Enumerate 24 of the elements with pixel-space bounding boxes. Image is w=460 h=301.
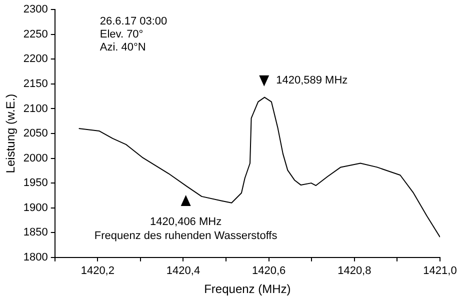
y-tick-label: 2100 <box>23 102 48 115</box>
y-tick-label: 2050 <box>23 128 48 140</box>
y-tick-label: 1850 <box>23 226 48 239</box>
y-tick-label: 2200 <box>23 53 48 66</box>
y-tick-label: 2150 <box>23 78 48 90</box>
annotation: Elev. 70° <box>100 28 144 41</box>
y-tick-label: 2250 <box>23 28 48 40</box>
annotation: 26.6.17 03:00 <box>100 16 168 28</box>
x-tick-label: 1420,8 <box>338 265 372 278</box>
x-tick-label: 1420,2 <box>80 265 114 278</box>
x-axis-title: Frequenz (MHz) <box>204 282 291 296</box>
annotation: 1420,406 MHz <box>150 216 222 228</box>
x-tick-label: 1421,0 <box>423 265 457 278</box>
y-tick-label: 2300 <box>23 4 48 16</box>
annotation: Azi. 40°N <box>100 42 146 54</box>
y-tick-label: 1950 <box>23 177 48 190</box>
y-tick-label: 1800 <box>23 251 48 264</box>
y-tick-label: 1900 <box>23 202 48 214</box>
y-axis-title: Leistung (w.E.) <box>4 94 18 174</box>
x-tick-label: 1420,4 <box>166 265 200 278</box>
annotation: Frequenz des ruhenden Wasserstoffs <box>94 230 278 242</box>
y-tick-label: 2000 <box>23 152 48 164</box>
annotation: 1420,589 MHz <box>276 74 348 86</box>
x-tick-label: 1420,6 <box>252 265 286 278</box>
